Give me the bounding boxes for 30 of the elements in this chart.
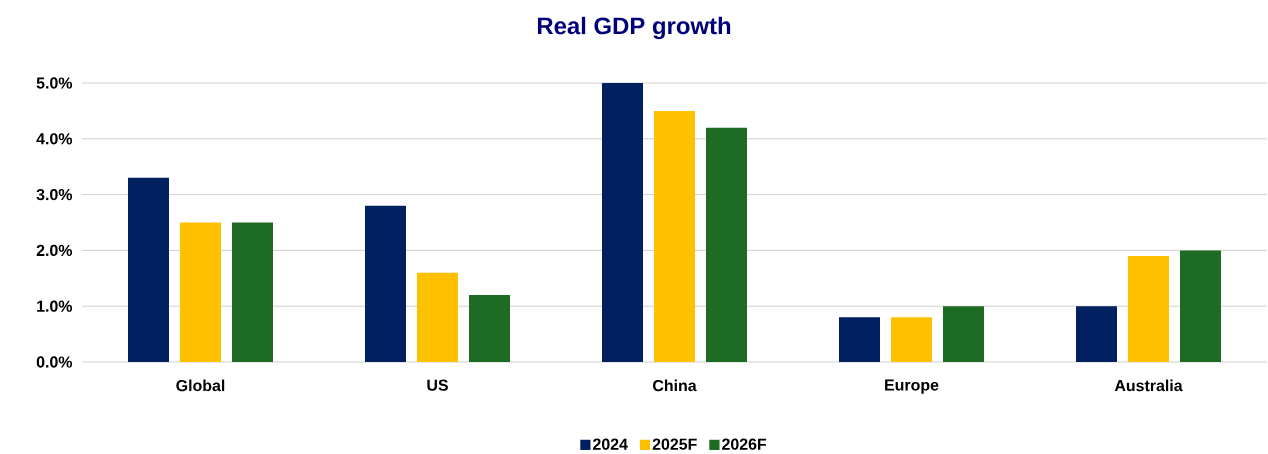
bar	[1076, 306, 1117, 362]
bar	[602, 83, 643, 362]
bar	[417, 272, 458, 362]
x-tick-label: Global	[176, 379, 225, 392]
bar	[1128, 255, 1169, 362]
chart-title: Real GDP growth	[537, 16, 731, 40]
y-tick-label: 3.0%	[36, 188, 73, 201]
y-tick-label: 5.0%	[36, 77, 73, 89]
x-tick-label: Australia	[1114, 379, 1183, 392]
x-tick-label: China	[653, 379, 697, 392]
y-tick-label: 1.0%	[37, 300, 73, 312]
legend-label: 2025F	[652, 438, 697, 450]
bar	[232, 222, 273, 362]
x-tick-label: US	[427, 379, 448, 391]
x-tick-label: Europe	[885, 379, 939, 394]
y-tick-label: 2.0%	[36, 244, 73, 257]
bar	[128, 177, 169, 362]
legend-label: 2026F	[722, 438, 767, 450]
bar	[1180, 250, 1221, 362]
legend-label: 2024	[593, 438, 628, 450]
bar	[180, 222, 221, 362]
bar	[365, 205, 406, 362]
bar	[654, 110, 695, 362]
bar	[469, 295, 510, 362]
bar	[706, 127, 747, 362]
y-tick-label: 4.0%	[36, 133, 73, 145]
y-tick-label: 0.0%	[36, 356, 73, 368]
bar	[839, 317, 880, 362]
bar	[943, 306, 984, 362]
bar	[891, 317, 932, 362]
